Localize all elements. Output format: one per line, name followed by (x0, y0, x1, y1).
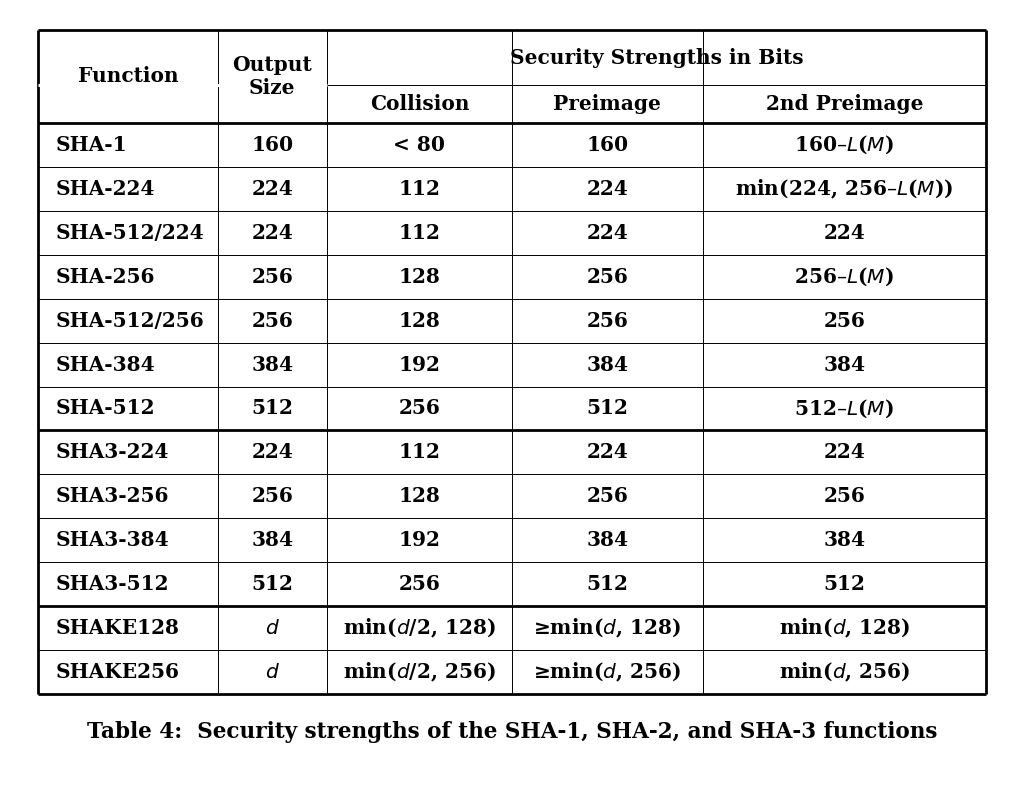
Text: SHA-224: SHA-224 (56, 179, 156, 199)
Text: 224: 224 (587, 443, 629, 462)
Text: min($d$, 128): min($d$, 128) (778, 616, 910, 640)
Text: $d$: $d$ (265, 618, 280, 638)
Text: 256: 256 (251, 266, 293, 287)
Text: ≥min($d$, 128): ≥min($d$, 128) (534, 616, 682, 640)
Text: 384: 384 (587, 531, 629, 550)
Text: 512: 512 (587, 399, 629, 418)
Text: Output
Size: Output Size (232, 55, 312, 98)
Text: min(224, 256–$\mathit{L}$($\mathit{M}$)): min(224, 256–$\mathit{L}$($\mathit{M}$)) (735, 178, 953, 200)
Text: SHAKE128: SHAKE128 (56, 618, 180, 638)
Text: min($d$/2, 128): min($d$/2, 128) (343, 616, 496, 640)
Text: 256–$\mathit{L}$($\mathit{M}$): 256–$\mathit{L}$($\mathit{M}$) (795, 266, 894, 288)
Text: 512: 512 (251, 575, 293, 594)
Text: 224: 224 (251, 443, 293, 462)
Text: min($d$, 256): min($d$, 256) (778, 660, 910, 684)
Text: SHA-256: SHA-256 (56, 266, 156, 287)
Text: SHA3-512: SHA3-512 (56, 575, 170, 594)
Text: 256: 256 (251, 487, 293, 506)
Text: 256: 256 (398, 575, 440, 594)
Text: 256: 256 (823, 487, 865, 506)
Text: Table 4:  Security strengths of the SHA-1, SHA-2, and SHA-3 functions: Table 4: Security strengths of the SHA-1… (87, 721, 937, 743)
Text: 512: 512 (823, 575, 865, 594)
Text: 256: 256 (398, 399, 440, 418)
Text: 160: 160 (587, 135, 629, 155)
Text: Collision: Collision (370, 94, 469, 114)
Text: SHA-512: SHA-512 (56, 399, 156, 418)
Text: SHA-512/256: SHA-512/256 (56, 310, 205, 331)
Text: SHA-384: SHA-384 (56, 354, 156, 375)
Text: $d$: $d$ (265, 662, 280, 682)
Text: SHA3-224: SHA3-224 (56, 443, 170, 462)
Bar (38, 30, 986, 694)
Text: Security Strengths in Bits: Security Strengths in Bits (510, 47, 803, 68)
Text: 384: 384 (823, 354, 865, 375)
Text: 160: 160 (251, 135, 293, 155)
Text: 224: 224 (251, 179, 293, 199)
Text: SHA3-256: SHA3-256 (56, 487, 170, 506)
Text: 128: 128 (398, 487, 440, 506)
Text: 2nd Preimage: 2nd Preimage (766, 94, 923, 114)
Text: SHAKE256: SHAKE256 (56, 662, 180, 682)
Text: 192: 192 (398, 531, 440, 550)
Text: 128: 128 (398, 310, 440, 331)
Text: 256: 256 (251, 310, 293, 331)
Text: Preimage: Preimage (553, 94, 662, 114)
Text: 224: 224 (823, 443, 865, 462)
Text: SHA3-384: SHA3-384 (56, 531, 170, 550)
Text: 256: 256 (823, 310, 865, 331)
Text: 256: 256 (587, 266, 629, 287)
Text: 384: 384 (587, 354, 629, 375)
Text: ≥min($d$, 256): ≥min($d$, 256) (534, 660, 682, 684)
Text: min($d$/2, 256): min($d$/2, 256) (343, 660, 496, 684)
Text: 384: 384 (251, 354, 293, 375)
Text: 224: 224 (823, 222, 865, 243)
Text: 160–$\mathit{L}$($\mathit{M}$): 160–$\mathit{L}$($\mathit{M}$) (795, 134, 894, 156)
Text: < 80: < 80 (393, 135, 445, 155)
Text: SHA-1: SHA-1 (56, 135, 128, 155)
Text: SHA-512/224: SHA-512/224 (56, 222, 205, 243)
Text: 112: 112 (398, 179, 440, 199)
Text: 256: 256 (587, 310, 629, 331)
Text: 112: 112 (398, 222, 440, 243)
Text: 512: 512 (587, 575, 629, 594)
Text: 384: 384 (251, 531, 293, 550)
Text: 224: 224 (251, 222, 293, 243)
Text: 256: 256 (587, 487, 629, 506)
Text: 224: 224 (587, 179, 629, 199)
Text: 384: 384 (823, 531, 865, 550)
Text: 512: 512 (251, 399, 293, 418)
Text: 128: 128 (398, 266, 440, 287)
Text: 192: 192 (398, 354, 440, 375)
Text: 512–$\mathit{L}$($\mathit{M}$): 512–$\mathit{L}$($\mathit{M}$) (795, 397, 894, 420)
Text: 224: 224 (587, 222, 629, 243)
Text: 112: 112 (398, 443, 440, 462)
Text: Function: Function (78, 67, 178, 86)
